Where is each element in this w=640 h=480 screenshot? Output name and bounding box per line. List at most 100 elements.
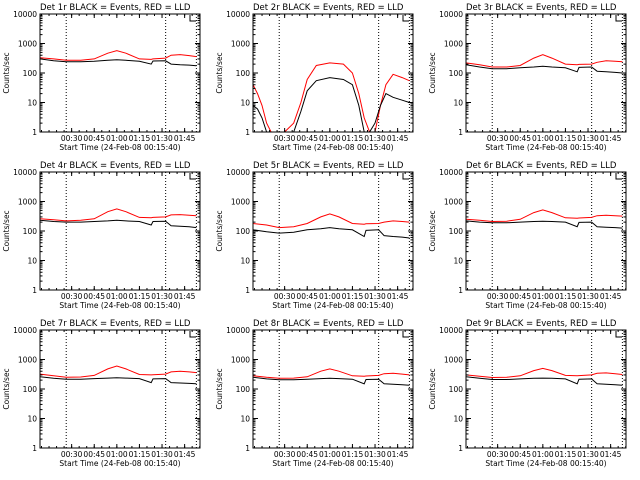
series-line-black: [466, 64, 623, 74]
x-tick-label: 01:30: [364, 292, 386, 301]
y-tick-label: 1000: [231, 40, 250, 49]
y-tick-label: 1000: [18, 198, 37, 207]
x-tick-label: 01:00: [532, 292, 554, 301]
y-tick-label: 10: [453, 99, 463, 108]
y-tick-label: 100: [23, 69, 38, 78]
corner-marker: [402, 15, 409, 22]
y-tick-label: 1000: [231, 356, 250, 365]
y-tick-label: 10000: [226, 10, 250, 19]
corner-marker: [615, 15, 622, 22]
x-axis-label: Start Time (24-Feb-08 00:15:40): [485, 459, 606, 468]
series-line-red: [40, 208, 197, 222]
x-tick-label: 01:45: [600, 292, 622, 301]
plot-frame: [252, 329, 414, 449]
panel-title: Det 8r BLACK = Events, RED = LLD: [253, 319, 404, 329]
y-tick-label: 1000: [18, 40, 37, 49]
y-axis-label: Counts/sec: [215, 52, 224, 93]
detector-panel: Det 2r BLACK = Events, RED = LLD 1 10 100 10…: [215, 3, 414, 152]
y-axis-label: Counts/sec: [215, 210, 224, 251]
x-axis-label: Start Time (24-Feb-08 00:15:40): [485, 143, 606, 152]
y-tick-label: 10: [240, 99, 250, 108]
y-tick-label: 10: [27, 99, 37, 108]
x-tick-label: 01:30: [151, 450, 173, 459]
series-line-black: [253, 77, 410, 132]
x-tick-label: 01:30: [151, 292, 173, 301]
x-tick-label: 00:45: [83, 134, 105, 143]
y-tick-label: 10: [240, 257, 250, 266]
y-tick-label: 10000: [13, 10, 37, 19]
y-tick-label: 1000: [231, 198, 250, 207]
y-axis-label: Counts/sec: [2, 210, 11, 251]
plot-frame: [465, 171, 627, 291]
y-tick-label: 100: [449, 227, 464, 236]
plot-frame: [39, 171, 201, 291]
y-tick-label: 10: [453, 257, 463, 266]
x-tick-label: 01:00: [106, 292, 128, 301]
series-group: [40, 365, 197, 385]
y-tick-label: 1000: [18, 356, 37, 365]
detector-panel: Det 1r BLACK = Events, RED = LLD 1 10 100 10…: [2, 3, 201, 152]
x-tick-label: 00:45: [509, 450, 531, 459]
x-tick-label: 00:30: [274, 450, 296, 459]
y-axis-label: Counts/sec: [428, 368, 437, 409]
x-tick-label: 01:15: [555, 134, 577, 143]
corner-marker: [189, 173, 196, 180]
x-tick-label: 01:45: [600, 134, 622, 143]
x-tick-label: 00:45: [509, 134, 531, 143]
series-group: [40, 208, 197, 229]
series-line-black: [466, 376, 623, 386]
series-line-red: [40, 50, 197, 61]
detector-panel: Det 3r BLACK = Events, RED = LLD 1 10 100 10…: [428, 3, 627, 152]
series-group: [253, 213, 410, 239]
x-tick-label: 01:45: [387, 450, 409, 459]
y-axis-label: Counts/sec: [428, 210, 437, 251]
x-tick-label: 01:00: [532, 134, 554, 143]
x-axis-label: Start Time (24-Feb-08 00:15:40): [485, 301, 606, 310]
x-tick-label: 01:15: [129, 134, 151, 143]
x-tick-label: 01:00: [106, 134, 128, 143]
x-tick-label: 01:00: [532, 450, 554, 459]
y-tick-label: 10: [453, 415, 463, 424]
x-tick-label: 00:30: [487, 292, 509, 301]
detector-panel: Det 5r BLACK = Events, RED = LLD 1 10 100 10…: [215, 161, 414, 310]
panel-title: Det 6r BLACK = Events, RED = LLD: [466, 161, 617, 171]
y-tick-label: 1: [245, 444, 250, 453]
panel-title: Det 2r BLACK = Events, RED = LLD: [253, 3, 404, 13]
panel-title: Det 4r BLACK = Events, RED = LLD: [40, 161, 191, 171]
series-line-black: [466, 220, 623, 229]
x-tick-label: 01:45: [600, 450, 622, 459]
series-line-red: [253, 368, 410, 379]
x-tick-label: 01:45: [174, 450, 196, 459]
y-tick-label: 1000: [444, 198, 463, 207]
corner-marker: [402, 173, 409, 180]
y-tick-label: 100: [236, 385, 251, 394]
panel-title: Det 3r BLACK = Events, RED = LLD: [466, 3, 617, 13]
x-tick-label: 01:45: [387, 292, 409, 301]
detector-panel: Det 4r BLACK = Events, RED = LLD 1 10 100 10…: [2, 161, 201, 310]
x-tick-label: 01:00: [106, 450, 128, 459]
y-tick-label: 10000: [226, 168, 250, 177]
plot-frame: [465, 329, 627, 449]
x-tick-label: 01:15: [342, 450, 364, 459]
plot-frame: [252, 13, 414, 133]
x-axis-label: Start Time (24-Feb-08 00:15:40): [272, 459, 393, 468]
y-tick-label: 10: [240, 415, 250, 424]
y-tick-label: 1000: [444, 356, 463, 365]
detector-panel: Det 6r BLACK = Events, RED = LLD 1 10 100 10…: [428, 161, 627, 310]
x-tick-label: 00:30: [274, 292, 296, 301]
y-tick-label: 1: [245, 286, 250, 295]
series-line-black: [253, 376, 410, 386]
y-tick-label: 100: [23, 385, 38, 394]
series-line-red: [253, 213, 410, 229]
x-tick-label: 01:15: [342, 292, 364, 301]
plot-frame: [465, 13, 627, 133]
plot-frame: [39, 329, 201, 449]
x-tick-label: 01:30: [577, 292, 599, 301]
y-tick-label: 1: [458, 444, 463, 453]
x-tick-label: 01:30: [151, 134, 173, 143]
corner-marker: [402, 331, 409, 338]
panel-title: Det 5r BLACK = Events, RED = LLD: [253, 161, 404, 171]
y-tick-label: 10000: [13, 168, 37, 177]
x-tick-label: 01:45: [387, 134, 409, 143]
